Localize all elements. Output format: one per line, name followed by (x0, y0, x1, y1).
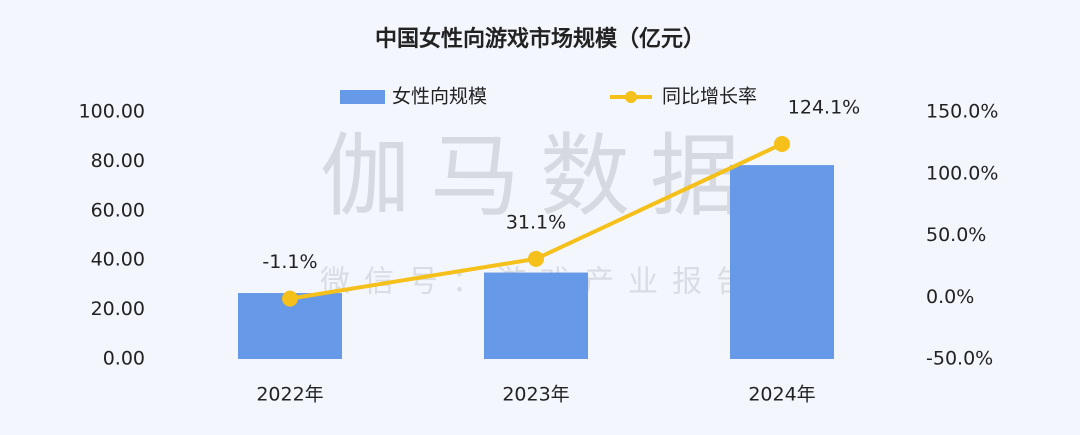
y-tick-label: 40.00 (91, 249, 145, 271)
x-tick-label: 2023年 (502, 384, 569, 406)
y-tick-label: 20.00 (91, 298, 145, 320)
legend-label: 女性向规模 (392, 86, 487, 108)
y2-tick-label: 50.0% (926, 224, 986, 246)
chart-title: 中国女性向游戏市场规模（亿元） (375, 26, 705, 52)
legend-label: 同比增长率 (662, 86, 757, 108)
watermark: 伽马数据 (320, 124, 760, 229)
x-tick-label: 2024年 (748, 384, 815, 406)
legend-swatch (625, 91, 637, 103)
y-tick-label: 60.00 (91, 199, 145, 221)
line-point (282, 290, 298, 307)
data-label: -1.1% (262, 251, 317, 273)
y2-tick-label: 0.0% (926, 286, 974, 308)
y-tick-label: 100.00 (79, 101, 145, 123)
line-point (528, 250, 544, 267)
bar (730, 165, 834, 359)
data-label: 31.1% (506, 211, 566, 233)
y2-tick-label: -50.0% (926, 348, 993, 370)
data-label: 124.1% (788, 96, 860, 118)
y2-tick-label: 100.0% (926, 162, 998, 184)
y-tick-label: 0.00 (103, 348, 145, 370)
bar (484, 272, 588, 359)
line-point (774, 135, 790, 152)
x-tick-label: 2022年 (256, 384, 323, 406)
y2-tick-label: 150.0% (926, 101, 998, 123)
legend-swatch (340, 90, 385, 104)
y-tick-label: 80.00 (91, 150, 145, 172)
